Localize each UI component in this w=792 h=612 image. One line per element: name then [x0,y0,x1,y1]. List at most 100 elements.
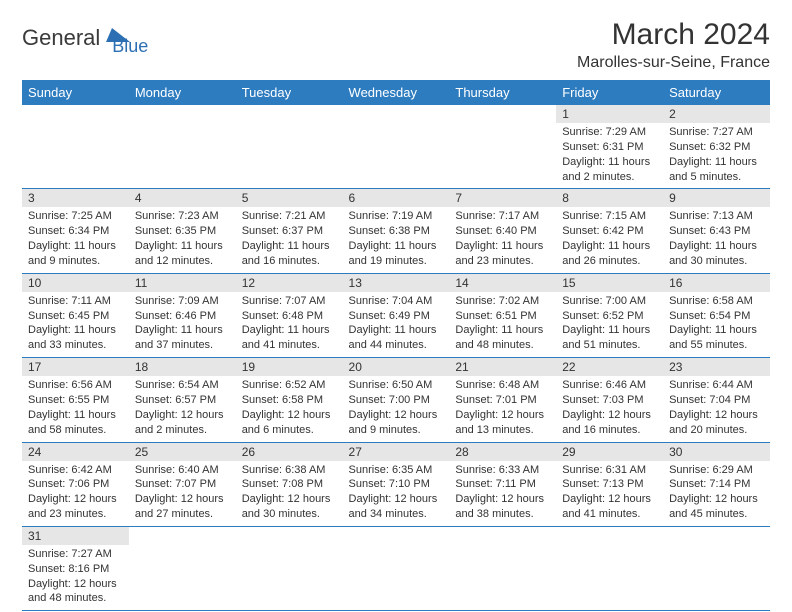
day-detail-cell [22,123,129,189]
sunset-text: Sunset: 6:35 PM [135,224,230,239]
sunrise-text: Sunrise: 7:23 AM [135,209,230,224]
day-number: 3 [28,191,35,205]
daylight-text: Daylight: 12 hours and 45 minutes. [669,492,764,522]
sunrise-text: Sunrise: 7:02 AM [455,294,550,309]
day-number-cell: 14 [449,273,556,292]
dow-sunday: Sunday [22,80,129,105]
day-number-cell: 29 [556,442,663,461]
day-detail-cell [129,545,236,611]
day-number-cell [556,526,663,545]
day-detail-cell: Sunrise: 7:23 AMSunset: 6:35 PMDaylight:… [129,207,236,273]
day-number-cell: 26 [236,442,343,461]
sunset-text: Sunset: 6:51 PM [455,309,550,324]
daylight-text: Daylight: 12 hours and 20 minutes. [669,408,764,438]
sunrise-text: Sunrise: 6:56 AM [28,378,123,393]
sunset-text: Sunset: 6:37 PM [242,224,337,239]
sunrise-text: Sunrise: 6:48 AM [455,378,550,393]
day-number-cell [663,526,770,545]
day-detail-cell: Sunrise: 7:27 AMSunset: 8:16 PMDaylight:… [22,545,129,611]
daylight-text: Daylight: 11 hours and 37 minutes. [135,323,230,353]
daylight-text: Daylight: 11 hours and 26 minutes. [562,239,657,269]
day-number: 26 [242,445,255,459]
day-number: 25 [135,445,148,459]
sunset-text: Sunset: 7:11 PM [455,477,550,492]
sunrise-text: Sunrise: 7:15 AM [562,209,657,224]
day-detail-cell: Sunrise: 7:07 AMSunset: 6:48 PMDaylight:… [236,292,343,358]
sunset-text: Sunset: 6:42 PM [562,224,657,239]
daylight-text: Daylight: 12 hours and 2 minutes. [135,408,230,438]
logo-text-general: General [22,25,100,51]
detail-row: Sunrise: 7:11 AMSunset: 6:45 PMDaylight:… [22,292,770,358]
day-number-cell: 20 [343,358,450,377]
day-detail-cell: Sunrise: 7:27 AMSunset: 6:32 PMDaylight:… [663,123,770,189]
day-number-cell [22,105,129,123]
day-number: 30 [669,445,682,459]
daylight-text: Daylight: 11 hours and 48 minutes. [455,323,550,353]
sunrise-text: Sunrise: 6:50 AM [349,378,444,393]
day-detail-cell: Sunrise: 7:04 AMSunset: 6:49 PMDaylight:… [343,292,450,358]
day-detail-cell: Sunrise: 6:54 AMSunset: 6:57 PMDaylight:… [129,376,236,442]
sunset-text: Sunset: 7:13 PM [562,477,657,492]
day-number-cell: 30 [663,442,770,461]
day-detail-cell: Sunrise: 6:33 AMSunset: 7:11 PMDaylight:… [449,461,556,527]
daynum-row: 17181920212223 [22,358,770,377]
day-detail-cell [449,545,556,611]
day-number-cell [343,526,450,545]
day-number-cell: 1 [556,105,663,123]
daylight-text: Daylight: 11 hours and 16 minutes. [242,239,337,269]
sunset-text: Sunset: 7:14 PM [669,477,764,492]
day-detail-cell: Sunrise: 6:50 AMSunset: 7:00 PMDaylight:… [343,376,450,442]
sunrise-text: Sunrise: 6:42 AM [28,463,123,478]
day-number-cell: 17 [22,358,129,377]
daynum-row: 3456789 [22,189,770,208]
day-number-cell: 10 [22,273,129,292]
day-number: 10 [28,276,41,290]
day-number: 24 [28,445,41,459]
sunset-text: Sunset: 6:46 PM [135,309,230,324]
day-number: 28 [455,445,468,459]
day-detail-cell: Sunrise: 6:48 AMSunset: 7:01 PMDaylight:… [449,376,556,442]
day-detail-cell: Sunrise: 6:29 AMSunset: 7:14 PMDaylight:… [663,461,770,527]
day-detail-cell: Sunrise: 6:35 AMSunset: 7:10 PMDaylight:… [343,461,450,527]
day-number: 21 [455,360,468,374]
sunrise-text: Sunrise: 6:52 AM [242,378,337,393]
day-number-cell: 7 [449,189,556,208]
sunrise-text: Sunrise: 7:11 AM [28,294,123,309]
dow-monday: Monday [129,80,236,105]
day-number-cell: 25 [129,442,236,461]
daylight-text: Daylight: 12 hours and 30 minutes. [242,492,337,522]
day-detail-cell: Sunrise: 7:15 AMSunset: 6:42 PMDaylight:… [556,207,663,273]
day-number-cell: 2 [663,105,770,123]
day-number-cell: 19 [236,358,343,377]
day-number: 14 [455,276,468,290]
sunrise-text: Sunrise: 7:00 AM [562,294,657,309]
daylight-text: Daylight: 11 hours and 23 minutes. [455,239,550,269]
day-number: 11 [135,276,147,290]
day-detail-cell: Sunrise: 7:00 AMSunset: 6:52 PMDaylight:… [556,292,663,358]
sunrise-text: Sunrise: 7:27 AM [28,547,123,562]
daylight-text: Daylight: 12 hours and 16 minutes. [562,408,657,438]
day-number-cell: 6 [343,189,450,208]
sunrise-text: Sunrise: 7:25 AM [28,209,123,224]
sunrise-text: Sunrise: 6:44 AM [669,378,764,393]
daylight-text: Daylight: 11 hours and 19 minutes. [349,239,444,269]
day-detail-cell: Sunrise: 7:09 AMSunset: 6:46 PMDaylight:… [129,292,236,358]
page-title: March 2024 [577,18,770,52]
day-number: 23 [669,360,682,374]
detail-row: Sunrise: 7:29 AMSunset: 6:31 PMDaylight:… [22,123,770,189]
day-number: 7 [455,191,462,205]
sunrise-text: Sunrise: 6:54 AM [135,378,230,393]
day-detail-cell: Sunrise: 6:38 AMSunset: 7:08 PMDaylight:… [236,461,343,527]
day-detail-cell: Sunrise: 6:58 AMSunset: 6:54 PMDaylight:… [663,292,770,358]
day-number-cell: 4 [129,189,236,208]
header: General Blue March 2024 Marolles-sur-Sei… [22,18,770,72]
day-number: 1 [562,107,569,121]
dow-row: Sunday Monday Tuesday Wednesday Thursday… [22,80,770,105]
day-number-cell [449,526,556,545]
day-detail-cell: Sunrise: 6:42 AMSunset: 7:06 PMDaylight:… [22,461,129,527]
daynum-row: 10111213141516 [22,273,770,292]
sunrise-text: Sunrise: 6:38 AM [242,463,337,478]
daylight-text: Daylight: 12 hours and 34 minutes. [349,492,444,522]
day-detail-cell: Sunrise: 6:52 AMSunset: 6:58 PMDaylight:… [236,376,343,442]
day-number: 15 [562,276,575,290]
